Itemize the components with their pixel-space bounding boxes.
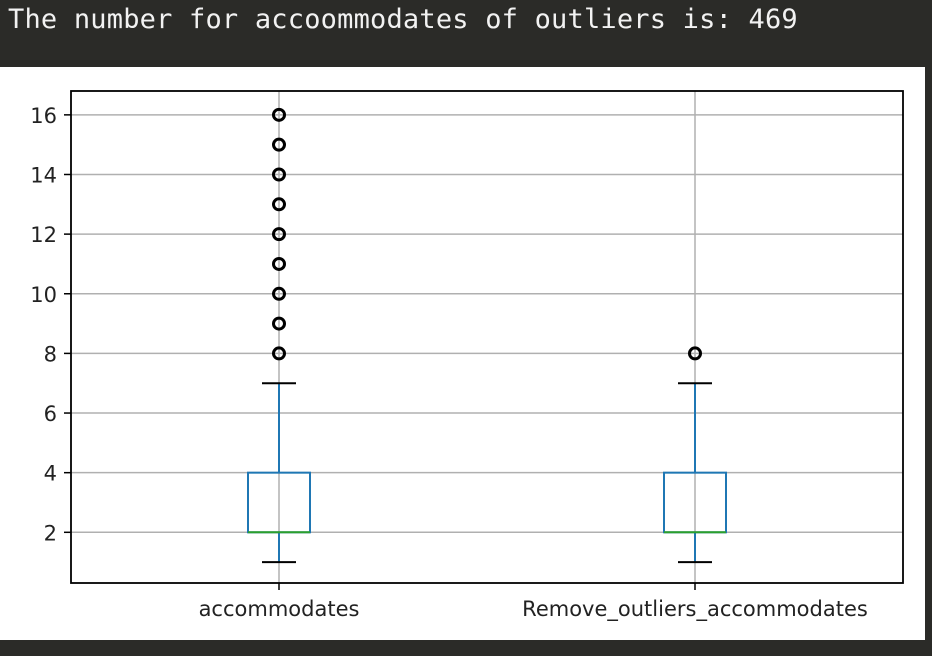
flier-0-11 xyxy=(272,256,286,271)
boxplot-figure: 2 4 6 8 10 12 14 16 accommodates Remove_outliers_… xyxy=(0,67,925,640)
console-output: ... The number for accoommodates of outl… xyxy=(0,0,932,40)
flier-0-9 xyxy=(272,316,286,331)
boxplot-chart: 2 4 6 8 10 12 14 16 accommodates Remove_outliers_… xyxy=(30,90,904,622)
flier-0-14 xyxy=(272,167,286,182)
flier-0-12 xyxy=(272,227,286,242)
flier-0-13 xyxy=(272,197,286,212)
y-tick-label-8: 8 xyxy=(44,342,57,366)
flier-1-8 xyxy=(688,346,702,361)
flier-0-15 xyxy=(272,137,286,152)
y-tick-label-6: 6 xyxy=(44,402,57,426)
flier-0-8 xyxy=(272,346,286,361)
y-tick-label-10: 10 xyxy=(30,283,57,307)
y-tick-label-4: 4 xyxy=(44,462,57,486)
console-output-line: The number for accoommodates of outliers… xyxy=(8,4,798,35)
x-tick-label-1: Remove_outliers_accommodates xyxy=(522,597,868,622)
y-tick-label-14: 14 xyxy=(30,163,57,187)
flier-0-10 xyxy=(272,286,286,301)
x-tick-label-0: accommodates xyxy=(199,597,360,621)
y-tick-label-12: 12 xyxy=(30,223,57,247)
flier-0-16 xyxy=(272,107,286,122)
plot-frame xyxy=(70,90,904,584)
y-tick-label-2: 2 xyxy=(44,521,57,545)
y-tick-label-16: 16 xyxy=(30,104,57,128)
